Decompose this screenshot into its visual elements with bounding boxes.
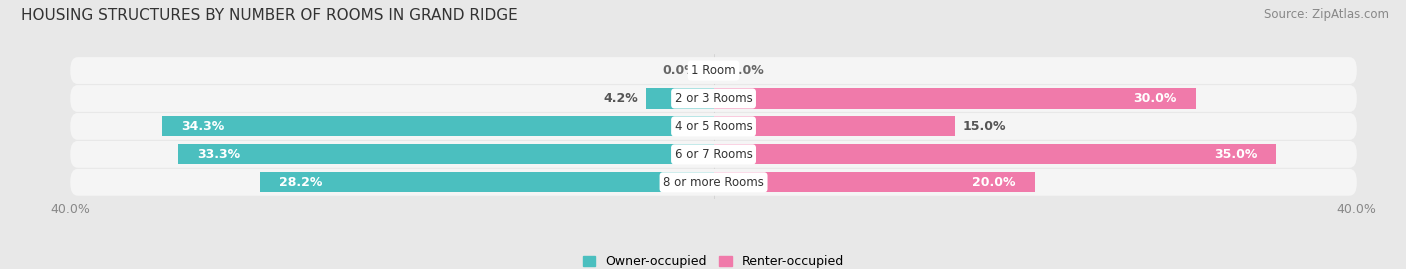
Bar	[713, 172, 1035, 192]
FancyBboxPatch shape	[70, 113, 1357, 140]
Text: 0.0%: 0.0%	[730, 64, 765, 77]
Text: 15.0%: 15.0%	[963, 120, 1007, 133]
Bar	[179, 144, 713, 164]
Text: 2 or 3 Rooms: 2 or 3 Rooms	[675, 92, 752, 105]
Text: 8 or more Rooms: 8 or more Rooms	[664, 176, 763, 189]
Text: 34.3%: 34.3%	[181, 120, 225, 133]
Bar	[713, 116, 955, 136]
Text: 35.0%: 35.0%	[1213, 148, 1257, 161]
Text: 33.3%: 33.3%	[197, 148, 240, 161]
FancyBboxPatch shape	[70, 141, 1357, 168]
Text: 4.2%: 4.2%	[603, 92, 638, 105]
FancyBboxPatch shape	[70, 85, 1357, 112]
Text: 0.0%: 0.0%	[662, 64, 697, 77]
Bar	[713, 144, 1277, 164]
Text: HOUSING STRUCTURES BY NUMBER OF ROOMS IN GRAND RIDGE: HOUSING STRUCTURES BY NUMBER OF ROOMS IN…	[21, 8, 517, 23]
Text: Source: ZipAtlas.com: Source: ZipAtlas.com	[1264, 8, 1389, 21]
Text: 28.2%: 28.2%	[280, 176, 323, 189]
Text: 6 or 7 Rooms: 6 or 7 Rooms	[675, 148, 752, 161]
Text: 1 Room: 1 Room	[692, 64, 735, 77]
Bar	[162, 116, 713, 136]
Bar	[713, 89, 1197, 109]
Legend: Owner-occupied, Renter-occupied: Owner-occupied, Renter-occupied	[583, 255, 844, 268]
Text: 4 or 5 Rooms: 4 or 5 Rooms	[675, 120, 752, 133]
Bar	[645, 89, 713, 109]
Text: 20.0%: 20.0%	[973, 176, 1017, 189]
FancyBboxPatch shape	[70, 57, 1357, 84]
FancyBboxPatch shape	[70, 169, 1357, 196]
Text: 30.0%: 30.0%	[1133, 92, 1177, 105]
Bar	[260, 172, 713, 192]
